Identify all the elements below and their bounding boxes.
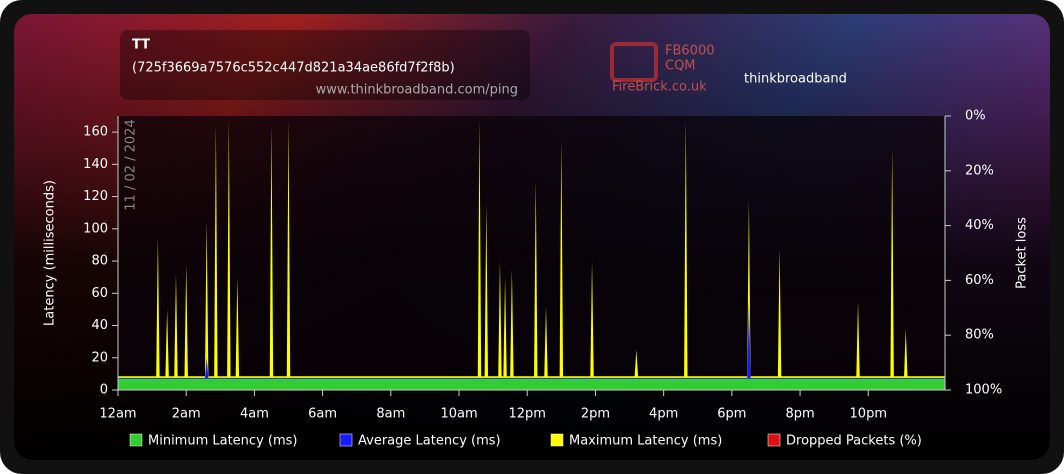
logo-site: FireBrick.co.uk — [612, 80, 707, 95]
legend-swatch — [339, 433, 353, 447]
y-tick-label: 100 — [83, 221, 108, 236]
legend-label: Dropped Packets (%) — [786, 434, 922, 449]
y2-tick-label: 80% — [965, 328, 994, 343]
y2-axis-title: Packet loss — [1015, 217, 1030, 289]
brand-logo: thinkbroadband — [744, 72, 847, 87]
y2-tick-label: 40% — [965, 218, 994, 233]
y-tick-label: 60 — [91, 286, 108, 301]
title: TT — [132, 38, 150, 53]
legend-label: Average Latency (ms) — [358, 434, 501, 449]
x-tick-label: 6am — [308, 407, 337, 422]
series-area — [118, 378, 945, 390]
legend-label: Maximum Latency (ms) — [569, 434, 722, 449]
series-area — [118, 119, 945, 391]
logo-line1: FB6000 — [665, 44, 714, 59]
logo-line2: CQM — [665, 59, 696, 74]
x-tick-label: 12am — [99, 407, 136, 422]
url: www.thinkbroadband.com/ping — [316, 83, 518, 98]
legend-swatch — [550, 433, 564, 447]
x-tick-label: 2pm — [581, 407, 610, 422]
y2-tick-label: 0% — [965, 109, 986, 124]
x-tick-label: 4am — [240, 407, 269, 422]
y-tick-label: 20 — [91, 350, 108, 365]
x-tick-label: 4pm — [649, 407, 678, 422]
title-box — [120, 30, 530, 100]
legend-swatch — [767, 433, 781, 447]
legend-label: Minimum Latency (ms) — [148, 434, 297, 449]
y2-tick-label: 20% — [965, 163, 994, 178]
y-tick-label: 40 — [91, 318, 108, 333]
y2-tick-label: 100% — [965, 383, 1002, 398]
x-tick-label: 10am — [440, 407, 477, 422]
y-tick-label: 120 — [83, 189, 108, 204]
y-tick-label: 160 — [83, 125, 108, 140]
legend-swatch — [129, 433, 143, 447]
x-tick-label: 10pm — [850, 407, 887, 422]
y-tick-label: 140 — [83, 157, 108, 172]
plot-area — [118, 116, 945, 390]
y-tick-label: 0 — [100, 383, 108, 398]
firebrick-logo — [610, 42, 658, 82]
y-tick-label: 80 — [91, 254, 108, 269]
subtitle: (725f3669a7576c552c447d821a34ae86fd7f2f8… — [132, 61, 455, 76]
x-tick-label: 6pm — [717, 407, 746, 422]
x-tick-label: 12pm — [509, 407, 546, 422]
x-tick-label: 8pm — [785, 407, 814, 422]
x-tick-label: 8am — [376, 407, 405, 422]
date-label: 11 / 02 / 2024 — [124, 119, 139, 210]
x-tick-label: 2am — [172, 407, 201, 422]
y-axis-title: Latency (milliseconds) — [43, 180, 58, 326]
plot-marks — [118, 119, 945, 391]
y2-tick-label: 60% — [965, 273, 994, 288]
